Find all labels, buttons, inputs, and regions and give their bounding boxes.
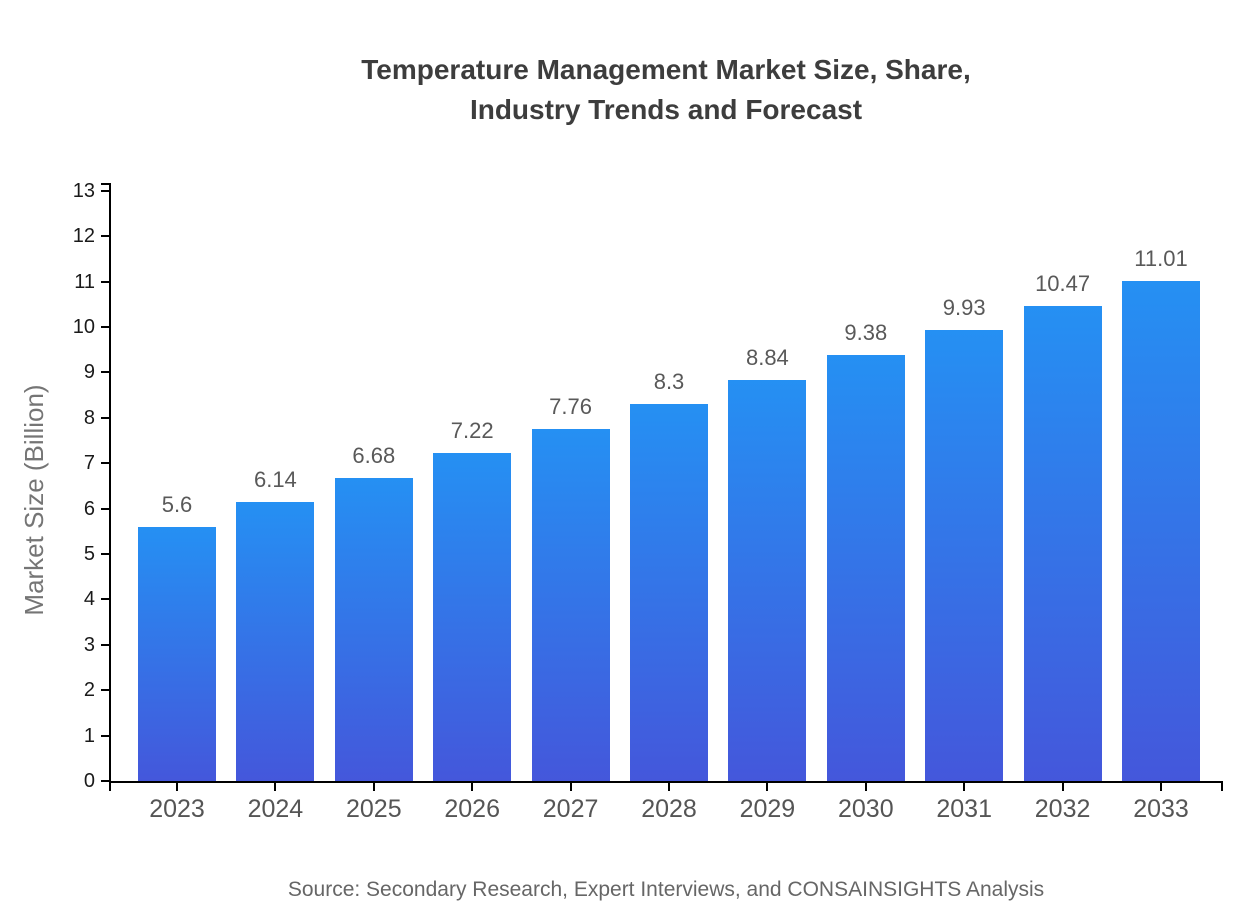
y-axis-tick-label: 7 [83,452,95,475]
y-axis-tick-label: 4 [83,588,95,611]
y-axis-tick-label: 12 [72,225,95,248]
x-axis-tick-label-2030: 2030 [837,795,894,823]
bar-value-label-2024: 6.14 [253,467,297,493]
x-axis-tick [176,783,178,791]
bar-2025[interactable] [334,477,413,781]
y-axis-tick-label: 2 [83,679,95,702]
bar-value-label-2032: 10.47 [1035,270,1091,296]
source-note: Source: Secondary Research, Expert Inter… [287,878,1045,901]
x-axis-end-tick [1221,783,1223,791]
bar-value-label-2026: 7.22 [450,418,494,444]
bar-value-label-2029: 8.84 [745,344,789,370]
x-axis-tick-label-2023: 2023 [149,795,205,823]
x-axis-tick-label-2028: 2028 [641,795,697,823]
x-axis-tick [372,783,375,791]
x-axis-line [109,781,1223,783]
bar-2024[interactable] [236,502,315,781]
x-axis-tick [963,783,966,791]
y-axis-tick [101,553,109,555]
x-axis-tick [1061,783,1064,791]
y-axis-tick-label: 6 [83,497,95,520]
bar-value-label-2031: 9.93 [942,295,986,321]
y-axis-tick [101,416,109,419]
y-axis-tick-label: 5 [83,543,95,565]
y-axis-tick [101,189,109,192]
bar-2033[interactable] [1122,281,1200,781]
bar-2030[interactable] [826,355,905,781]
x-axis-tick-label-2026: 2026 [444,795,500,823]
bar-value-label-2023: 5.6 [161,491,193,517]
bar-value-label-2030: 9.38 [844,320,888,346]
y-axis-tick [101,598,109,601]
y-axis-tick [101,326,109,328]
bar-2027[interactable] [531,428,610,781]
y-axis-end-tick [101,183,109,185]
x-axis-tick [864,783,867,791]
bar-2029[interactable] [728,379,807,781]
y-axis-tick [101,462,109,465]
y-axis-tick [101,280,109,283]
bar-2028[interactable] [630,404,708,781]
chart-title: Temperature Management Market Size, Shar… [110,50,1222,130]
chart-title-line1: Temperature Management Market Size, Shar… [361,54,971,85]
x-axis-tick-label-2029: 2029 [739,795,796,823]
y-axis-tick-label: 1 [83,724,95,747]
x-axis-tick-label-2031: 2031 [936,795,992,823]
y-axis-tick-label: 13 [72,179,95,202]
y-axis-tick [101,689,109,692]
y-axis-tick-label: 0 [83,770,95,792]
x-axis-tick [766,783,769,791]
y-axis-tick-label: 8 [83,406,95,429]
x-axis-start-tick [109,783,111,791]
x-axis-tick-label-2024: 2024 [247,795,304,823]
bar-2031[interactable] [925,330,1004,781]
x-axis-tick [569,783,572,791]
x-axis-tick [668,783,670,791]
bar-value-label-2025: 6.68 [352,442,396,468]
y-axis-tick [101,371,109,374]
y-axis-tick [101,235,109,238]
y-axis-tick [101,643,109,646]
x-axis-tick [471,783,474,791]
y-axis-tick-label: 9 [83,361,95,384]
y-axis-tick-label: 10 [72,316,95,338]
bar-value-label-2027: 7.76 [549,393,592,419]
x-axis-tick-label-2033: 2033 [1133,795,1189,823]
x-axis-tick [274,783,277,791]
bar-2032[interactable] [1023,305,1102,781]
y-axis-tick [101,507,109,510]
x-axis-tick [1160,783,1162,791]
bar-value-label-2033: 11.01 [1134,246,1188,272]
x-axis-tick-label-2025: 2025 [345,795,402,823]
y-axis-tick-label: 3 [83,633,95,656]
bar-2026[interactable] [433,453,512,781]
bar-2023[interactable] [138,526,216,781]
y-axis-line [109,183,111,783]
y-axis-tick-label: 11 [74,270,95,293]
y-axis-tick [101,734,109,737]
bar-value-label-2028: 8.3 [653,369,685,395]
y-axis-tick [101,780,109,782]
chart-title-line2: Industry Trends and Forecast [469,94,863,125]
x-axis-tick-label-2032: 2032 [1034,795,1091,823]
x-axis-tick-label-2027: 2027 [542,795,599,823]
